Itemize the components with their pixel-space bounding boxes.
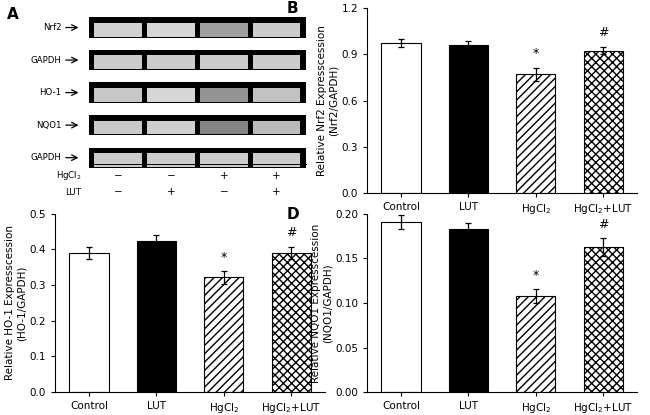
Text: #: # xyxy=(598,27,608,39)
Bar xyxy=(94,88,142,102)
Bar xyxy=(147,23,195,37)
Bar xyxy=(200,153,248,167)
Bar xyxy=(449,45,488,193)
Bar xyxy=(200,23,248,37)
Bar xyxy=(516,296,555,392)
Bar xyxy=(147,56,195,69)
Y-axis label: Relative Nrf2 Expresscession
(Nrf2/GAPDH): Relative Nrf2 Expresscession (Nrf2/GAPDH… xyxy=(317,25,339,176)
Text: Nrf2: Nrf2 xyxy=(43,23,62,32)
Text: *: * xyxy=(533,47,539,60)
Bar xyxy=(147,153,195,167)
Text: −: − xyxy=(114,171,123,181)
Bar xyxy=(89,147,306,168)
Text: A: A xyxy=(6,7,19,22)
Bar xyxy=(137,241,176,392)
Bar xyxy=(253,88,300,102)
Text: +: + xyxy=(272,187,281,197)
Text: *: * xyxy=(533,269,539,281)
Bar xyxy=(449,229,488,392)
Text: HgCl$_2$: HgCl$_2$ xyxy=(56,169,81,183)
Y-axis label: Relative NQO1 Expresscession
(NQO1/GAPDH): Relative NQO1 Expresscession (NQO1/GAPDH… xyxy=(311,223,332,383)
Text: +: + xyxy=(272,171,281,181)
Text: GAPDH: GAPDH xyxy=(31,153,62,162)
Text: NQO1: NQO1 xyxy=(36,121,62,129)
Text: GAPDH: GAPDH xyxy=(31,56,62,65)
Text: +: + xyxy=(220,171,228,181)
Bar xyxy=(147,121,195,134)
Bar xyxy=(89,115,306,135)
Bar xyxy=(94,153,142,167)
Bar xyxy=(253,23,300,37)
Text: LUT: LUT xyxy=(66,188,81,197)
Bar xyxy=(94,121,142,134)
Text: HO-1: HO-1 xyxy=(40,88,62,97)
Bar xyxy=(200,56,248,69)
Text: −: − xyxy=(114,187,123,197)
Text: #: # xyxy=(598,218,608,231)
Bar xyxy=(89,83,306,103)
Text: #: # xyxy=(286,227,296,239)
Bar xyxy=(272,253,311,392)
Bar xyxy=(584,247,623,392)
Bar xyxy=(204,277,243,392)
Bar xyxy=(516,74,555,193)
Text: *: * xyxy=(221,251,227,264)
Bar xyxy=(94,23,142,37)
Bar xyxy=(200,88,248,102)
Text: −: − xyxy=(220,187,228,197)
Bar xyxy=(382,43,421,193)
Bar xyxy=(253,56,300,69)
Bar xyxy=(382,222,421,392)
Bar xyxy=(584,51,623,193)
Bar xyxy=(147,88,195,102)
Bar xyxy=(253,153,300,167)
Text: D: D xyxy=(286,207,299,222)
Text: +: + xyxy=(167,187,176,197)
Text: −: − xyxy=(166,171,176,181)
Text: B: B xyxy=(286,1,298,16)
Bar xyxy=(89,50,306,70)
Bar xyxy=(70,253,109,392)
Bar xyxy=(253,121,300,134)
Bar xyxy=(94,56,142,69)
Bar xyxy=(89,17,306,38)
Bar xyxy=(200,121,248,134)
Y-axis label: Relative HO-1 Expresscession
(HO-1/GAPDH): Relative HO-1 Expresscession (HO-1/GAPDH… xyxy=(5,225,27,381)
